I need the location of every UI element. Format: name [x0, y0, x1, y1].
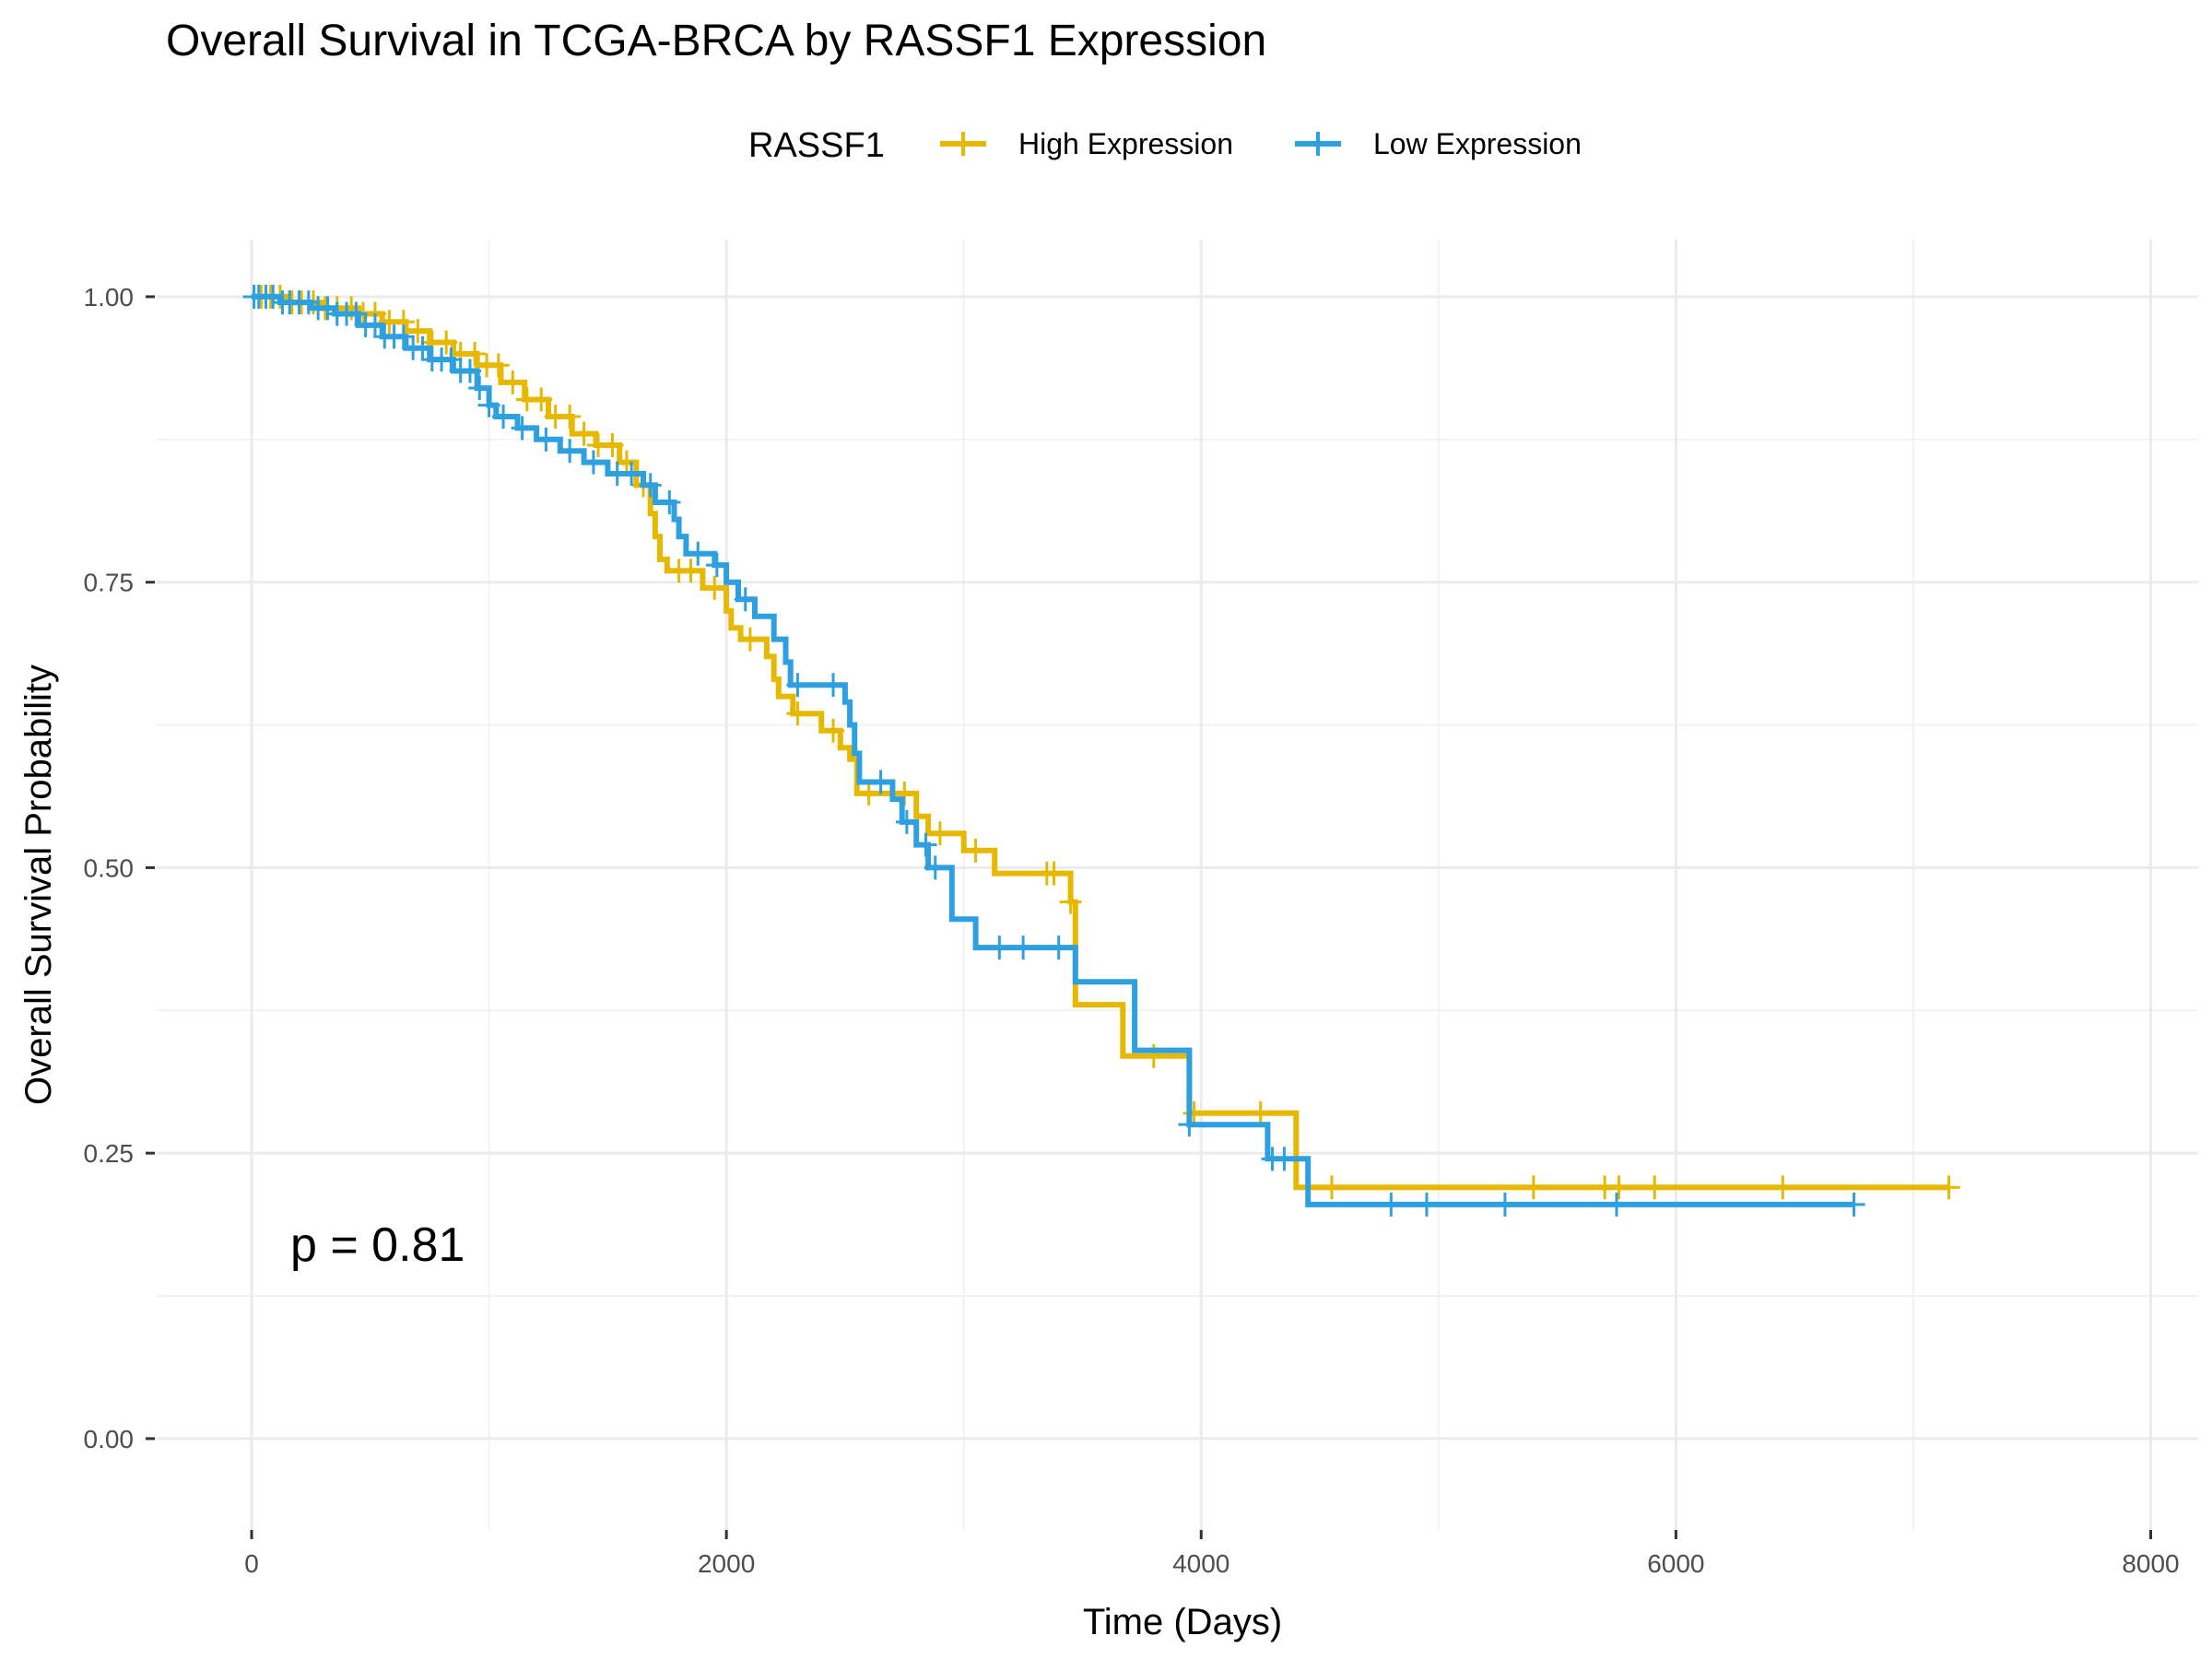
y-tick-label: 0.00 — [84, 1425, 135, 1453]
plot-series — [242, 284, 1960, 1217]
legend: RASSF1 High Expression Low Expression — [748, 126, 1582, 165]
y-tick-label: 0.25 — [84, 1139, 135, 1168]
x-tick-label: 6000 — [1647, 1549, 1704, 1578]
y-tick-label: 1.00 — [84, 283, 135, 312]
grid — [157, 240, 2198, 1530]
x-tick-label: 2000 — [698, 1549, 755, 1578]
y-tick-label: 0.50 — [84, 853, 135, 882]
x-tick-label: 0 — [244, 1549, 259, 1578]
survival-curve-high — [252, 293, 1949, 1191]
x-tick-label: 8000 — [2122, 1549, 2179, 1578]
survival-curve-low — [252, 293, 1854, 1207]
x-tick-label: 4000 — [1172, 1549, 1230, 1578]
p-value-annotation: p = 0.81 — [290, 1218, 465, 1272]
legend-item-high: High Expression — [940, 127, 1233, 160]
legend-title: RASSF1 — [748, 126, 885, 165]
chart-title: Overall Survival in TCGA-BRCA by RASSF1 … — [166, 17, 1266, 65]
legend-item-low: Low Expression — [1295, 127, 1582, 160]
legend-label-low: Low Expression — [1373, 127, 1582, 160]
x-axis-title: Time (Days) — [1083, 1602, 1282, 1642]
y-axis-title: Overall Survival Probability — [18, 665, 59, 1105]
axes: 0 2000 4000 6000 8000 0.00 0.25 0.50 0.75 1.00 — [84, 283, 2180, 1578]
y-tick-label: 0.75 — [84, 569, 135, 597]
legend-label-high: High Expression — [1018, 127, 1233, 160]
